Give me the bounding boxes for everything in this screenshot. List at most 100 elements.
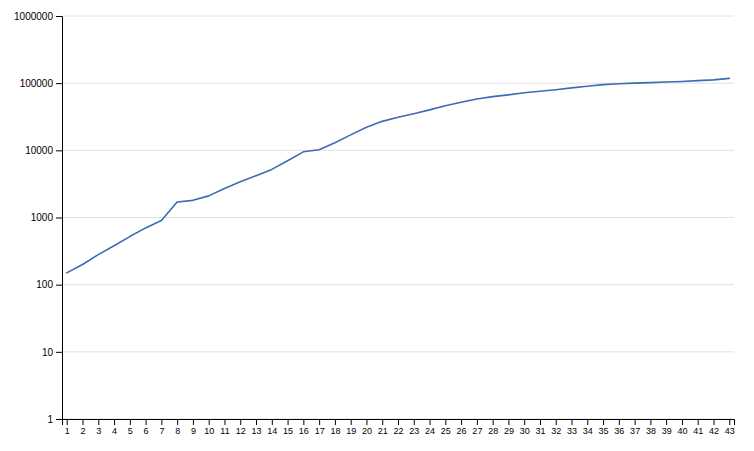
- x-tick-mark: [619, 419, 620, 425]
- x-tick: 29: [504, 419, 514, 436]
- grid-line: [62, 16, 734, 17]
- x-tick-label: 22: [393, 426, 403, 436]
- grid-line: [62, 351, 734, 352]
- x-tick-mark: [382, 419, 383, 425]
- y-axis: 1101001000100001000001000000: [14, 11, 62, 425]
- x-tick-label: 23: [409, 426, 419, 436]
- x-tick: 12: [236, 419, 246, 436]
- x-tick-label: 35: [599, 426, 609, 436]
- x-tick-label: 27: [472, 426, 482, 436]
- x-tick-mark: [461, 419, 462, 425]
- x-tick-mark: [98, 419, 99, 425]
- y-tick: 10000: [25, 145, 62, 156]
- x-tick-mark: [493, 419, 494, 425]
- marks: [67, 78, 730, 272]
- x-tick-mark: [209, 419, 210, 425]
- x-tick: 1: [65, 419, 70, 436]
- x-tick-mark: [682, 419, 683, 425]
- x-tick-label: 11: [220, 426, 229, 436]
- x-tick-mark: [414, 419, 415, 425]
- y-tick-label: 1: [47, 414, 53, 425]
- x-tick-mark: [288, 419, 289, 425]
- x-tick-label: 33: [567, 426, 577, 436]
- y-tick-label: 10: [42, 347, 54, 358]
- x-tick: 10: [204, 419, 214, 436]
- x-tick-mark: [603, 419, 604, 425]
- x-tick-mark: [256, 419, 257, 425]
- x-tick-label: 1: [65, 426, 70, 436]
- x-tick-mark: [477, 419, 478, 425]
- x-tick-label: 31: [535, 426, 545, 436]
- x-tick-mark: [729, 419, 730, 425]
- x-tick: 17: [315, 419, 325, 436]
- x-tick-mark: [130, 419, 131, 425]
- x-tick-mark: [335, 419, 336, 425]
- x-tick-label: 24: [425, 426, 435, 436]
- x-axis: 1234567891011121314151617181920212223242…: [63, 419, 735, 436]
- grid-line: [62, 150, 734, 151]
- y-tick: 1000: [31, 212, 62, 223]
- x-tick-mark: [177, 419, 178, 425]
- y-tick-mark: [56, 83, 62, 84]
- x-tick-label: 34: [583, 426, 593, 436]
- x-tick-label: 18: [330, 426, 340, 436]
- y-tick-mark: [56, 218, 62, 219]
- x-tick: 42: [709, 419, 719, 436]
- x-tick-mark: [303, 419, 304, 425]
- x-tick-label: 4: [112, 426, 117, 436]
- x-tick-label: 3: [96, 426, 101, 436]
- x-tick-mark: [524, 419, 525, 425]
- x-tick-mark: [114, 419, 115, 425]
- chart: 1234567891011121314151617181920212223242…: [0, 0, 754, 451]
- x-tick-mark: [319, 419, 320, 425]
- x-tick-label: 30: [520, 426, 530, 436]
- x-tick: 28: [488, 419, 498, 436]
- y-tick: 1: [47, 414, 62, 425]
- x-tick: 36: [614, 419, 624, 436]
- y-tick-label: 10000: [25, 145, 53, 156]
- x-tick: 21: [378, 419, 388, 436]
- x-tick: 24: [425, 419, 435, 436]
- y-tick-mark: [56, 150, 62, 151]
- x-tick: 18: [330, 419, 340, 436]
- x-tick: 6: [144, 419, 149, 436]
- x-tick-mark: [508, 419, 509, 425]
- x-tick-label: 37: [630, 426, 640, 436]
- x-tick: 30: [520, 419, 530, 436]
- x-tick-label: 39: [662, 426, 672, 436]
- plot: 1234567891011121314151617181920212223242…: [14, 11, 735, 437]
- y-tick-mark: [56, 419, 62, 420]
- x-tick-label: 17: [315, 426, 325, 436]
- x-tick: 14: [267, 419, 277, 436]
- y-tick: 10: [42, 347, 62, 358]
- x-tick-label: 29: [504, 426, 514, 436]
- x-tick-mark: [366, 419, 367, 425]
- x-tick: 5: [128, 419, 133, 436]
- grid-line: [62, 284, 734, 285]
- x-tick-label: 16: [299, 426, 309, 436]
- x-tick-label: 9: [191, 426, 196, 436]
- x-tick-label: 25: [441, 426, 451, 436]
- x-tick: 4: [112, 419, 117, 436]
- x-tick-mark: [193, 419, 194, 425]
- y-axis-line: [56, 17, 63, 420]
- x-tick: 2: [80, 419, 85, 436]
- x-tick: 33: [567, 419, 577, 436]
- x-tick-label: 38: [646, 426, 656, 436]
- x-tick-label: 7: [159, 426, 164, 436]
- y-tick-label: 1000000: [14, 11, 53, 22]
- x-tick-label: 8: [175, 426, 180, 436]
- x-tick: 41: [693, 419, 703, 436]
- x-tick-mark: [351, 419, 352, 425]
- x-tick: 20: [362, 419, 372, 436]
- x-tick-mark: [445, 419, 446, 425]
- x-tick-mark: [67, 419, 68, 425]
- x-tick-mark: [572, 419, 573, 425]
- x-tick-label: 40: [677, 426, 687, 436]
- y-tick: 100000: [20, 78, 62, 89]
- x-tick: 37: [630, 419, 640, 436]
- x-tick: 13: [252, 419, 262, 436]
- x-tick-label: 28: [488, 426, 498, 436]
- x-tick: 31: [535, 419, 545, 436]
- x-tick: 8: [175, 419, 180, 436]
